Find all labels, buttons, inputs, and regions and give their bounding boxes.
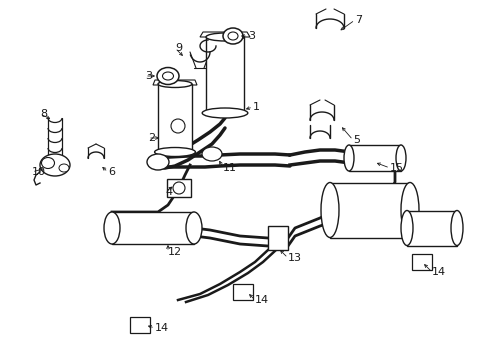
Bar	[167, 179, 191, 197]
Text: 3: 3	[247, 31, 254, 41]
Ellipse shape	[320, 183, 338, 238]
Text: 5: 5	[352, 135, 359, 145]
Text: 4: 4	[164, 187, 172, 197]
Text: 14: 14	[155, 323, 169, 333]
Bar	[158, 84, 192, 152]
Circle shape	[171, 119, 184, 133]
Ellipse shape	[158, 81, 192, 87]
Bar	[329, 183, 409, 238]
Bar	[232, 284, 252, 300]
Bar	[348, 145, 400, 171]
Text: 10: 10	[32, 167, 46, 177]
Ellipse shape	[154, 148, 195, 157]
Ellipse shape	[202, 108, 247, 118]
Ellipse shape	[40, 154, 70, 176]
Ellipse shape	[400, 183, 418, 238]
Ellipse shape	[185, 212, 202, 244]
Ellipse shape	[41, 158, 54, 168]
Bar	[112, 212, 194, 244]
Text: 13: 13	[287, 253, 302, 263]
Text: 12: 12	[168, 247, 182, 257]
Ellipse shape	[450, 211, 462, 246]
Ellipse shape	[162, 72, 173, 80]
Ellipse shape	[202, 147, 222, 161]
Ellipse shape	[104, 212, 120, 244]
Bar	[205, 37, 244, 113]
Bar	[406, 211, 456, 246]
Text: 2: 2	[148, 133, 155, 143]
Ellipse shape	[343, 145, 353, 171]
Ellipse shape	[157, 68, 179, 85]
Polygon shape	[200, 32, 249, 37]
Ellipse shape	[223, 28, 243, 44]
Ellipse shape	[59, 164, 69, 172]
Text: 11: 11	[223, 163, 237, 173]
Ellipse shape	[147, 154, 169, 170]
Polygon shape	[153, 80, 197, 85]
Ellipse shape	[205, 33, 244, 41]
Text: 9: 9	[175, 43, 182, 53]
Bar	[130, 317, 150, 333]
Text: 14: 14	[254, 295, 268, 305]
Ellipse shape	[395, 145, 405, 171]
Text: 1: 1	[252, 102, 260, 112]
Text: 7: 7	[354, 15, 362, 25]
Text: 6: 6	[108, 167, 115, 177]
Text: 14: 14	[431, 267, 445, 277]
Text: 15: 15	[389, 163, 403, 173]
Text: 8: 8	[40, 109, 47, 119]
Ellipse shape	[400, 211, 412, 246]
Text: 3: 3	[145, 71, 152, 81]
Bar	[411, 254, 431, 270]
Bar	[267, 226, 287, 250]
Ellipse shape	[227, 32, 238, 40]
Circle shape	[173, 182, 184, 194]
